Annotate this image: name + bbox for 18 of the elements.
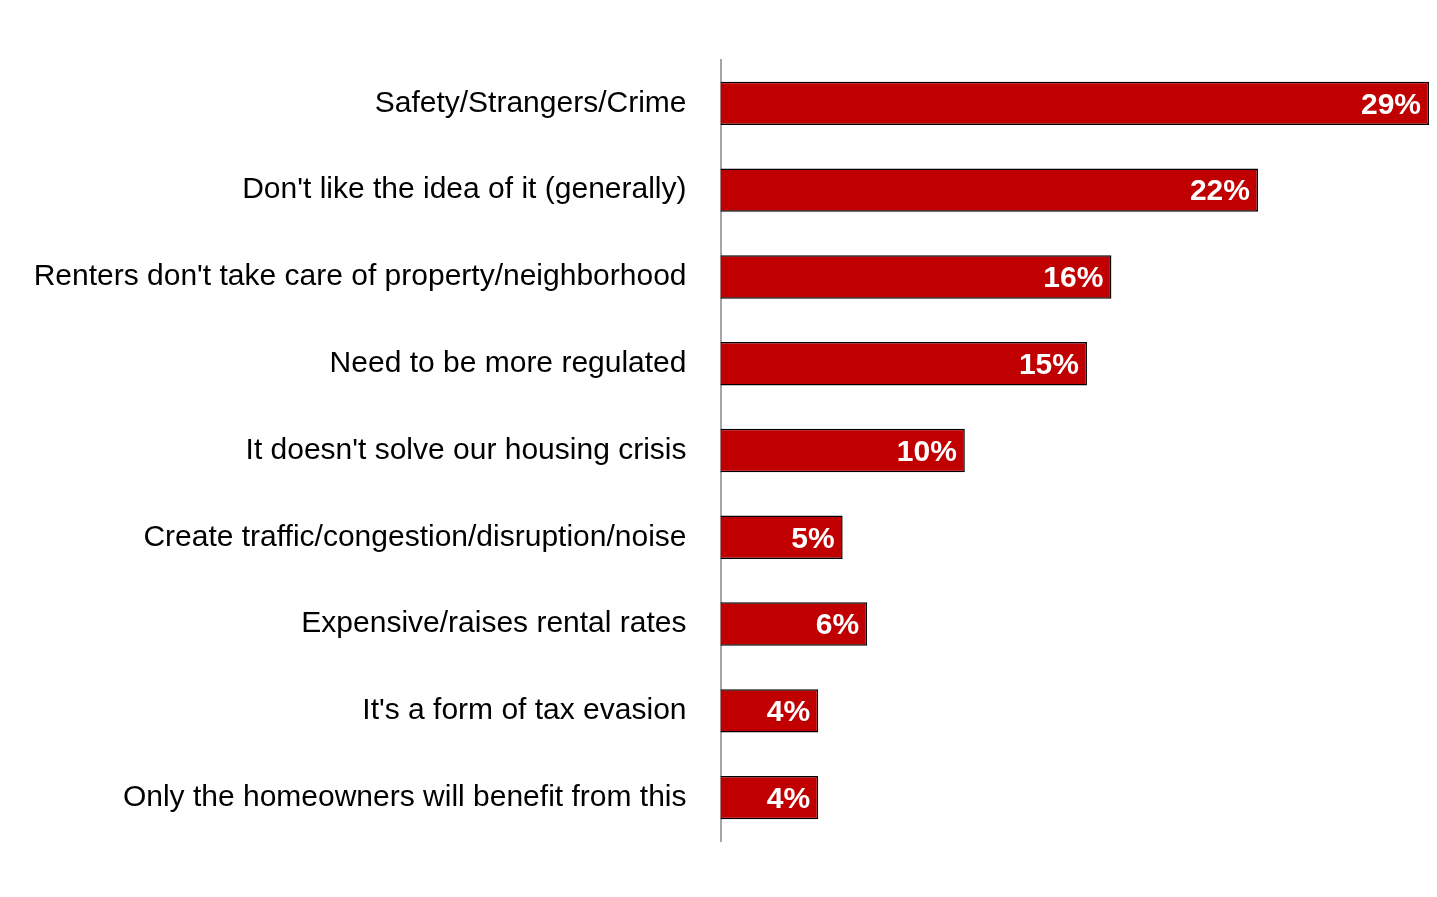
- data-label: 22%: [1189, 173, 1250, 207]
- y-tick-label: Need to be more regulated: [329, 344, 687, 378]
- data-label: 6%: [815, 607, 860, 641]
- data-label: 29%: [1360, 86, 1421, 120]
- data-label: 10%: [896, 433, 957, 467]
- data-label: 5%: [791, 520, 835, 554]
- y-tick-label: Create traffic/congestion/disruption/noise: [143, 518, 687, 552]
- y-tick-label: It's a form of tax evasion: [362, 692, 687, 726]
- y-tick-label: Only the homeowners will benefit from this: [122, 778, 687, 812]
- data-label: 4%: [766, 694, 811, 728]
- y-tick-label: Don't like the idea of it (generally): [242, 171, 687, 205]
- data-label: 4%: [766, 780, 811, 814]
- y-tick-label: Safety/Strangers/Crime: [374, 84, 687, 118]
- y-tick-label: Expensive/raises rental rates: [301, 605, 687, 639]
- data-label: 15%: [1018, 346, 1079, 380]
- y-tick-label: It doesn't solve our housing crisis: [245, 431, 687, 465]
- y-tick-label: Renters don't take care of property/neighborhood: [33, 258, 687, 292]
- data-label: 16%: [1043, 260, 1104, 294]
